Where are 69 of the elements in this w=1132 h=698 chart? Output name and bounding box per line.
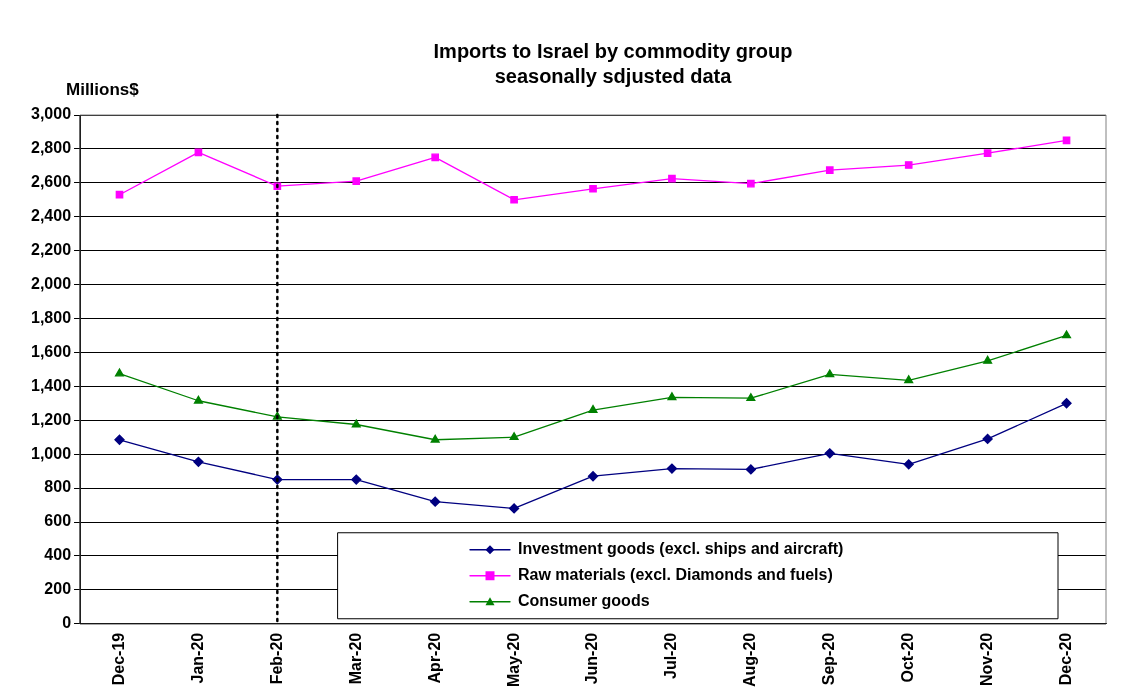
y-tick-label: 800 [44,478,72,496]
x-tick-label: Oct-20 [899,632,917,683]
point [746,393,756,402]
point [1061,330,1072,339]
x-tick-label: Jul-20 [662,632,680,679]
point [589,184,597,193]
x-tick-label: Dec-19 [109,632,127,686]
x-tick-label: Dec-20 [1056,632,1074,686]
point [431,153,440,162]
point [115,190,124,199]
point [194,148,203,157]
point [824,448,835,459]
point [430,434,440,443]
point [351,474,362,485]
x-tick-label: Nov-20 [978,632,996,687]
y-tick-label: 1,400 [30,376,72,394]
point [983,355,993,364]
x-tick-label: Jan-20 [188,632,206,684]
point [352,177,361,185]
point [666,463,678,474]
y-tick-label: 2,200 [30,241,72,259]
point [587,471,599,482]
chart-title: Imports to Israel by commodity group seasonally sdjusted data [433,40,793,87]
point [903,459,914,470]
x-tick-label: Feb-20 [267,632,285,685]
point [904,161,913,169]
point [193,456,204,467]
legend-label: Consumer goods [518,592,650,610]
point [193,395,203,404]
y-tick-label: 2,400 [30,207,72,225]
y-axis-title: Millions$ [66,80,140,99]
point [982,433,993,445]
point [510,195,518,204]
y-tick-label: 1,000 [30,444,72,462]
y-tick-label: 400 [44,546,72,564]
legend-label: Raw materials (excl. Diamonds and fuels) [518,566,833,584]
point [747,179,755,188]
y-tick-label: 2,000 [30,274,72,292]
point [825,369,835,378]
point [668,174,676,183]
point [667,392,677,401]
y-tick-label: 0 [62,614,72,632]
x-tick-label: May-20 [504,632,522,687]
y-tick-label: 2,600 [30,173,72,191]
point [825,166,834,174]
legend-label: Investment goods (excl. ships and aircraft) [518,540,844,558]
point [983,149,992,157]
x-tick-label: Mar-20 [346,632,364,685]
y-tick-label: 1,800 [30,308,72,326]
point [588,404,598,413]
point [430,496,441,507]
y-tick-label: 200 [44,580,72,598]
y-tick-label: 600 [44,512,72,530]
point [114,434,125,445]
y-tick-label: 1,200 [30,410,72,428]
point [114,368,125,377]
x-tick-label: Jun-20 [583,632,601,685]
x-tick-label: Apr-20 [425,632,443,684]
x-tick-label: Aug-20 [741,632,759,687]
point [1061,398,1072,409]
y-tick-label: 2,800 [30,139,72,157]
point [745,464,757,475]
point [508,503,520,514]
x-tick-label: Sep-20 [820,632,838,686]
point [904,375,914,384]
y-tick-label: 1,600 [30,342,72,360]
point [351,419,361,428]
y-tick-label: 3,000 [30,105,72,123]
point [509,432,519,441]
